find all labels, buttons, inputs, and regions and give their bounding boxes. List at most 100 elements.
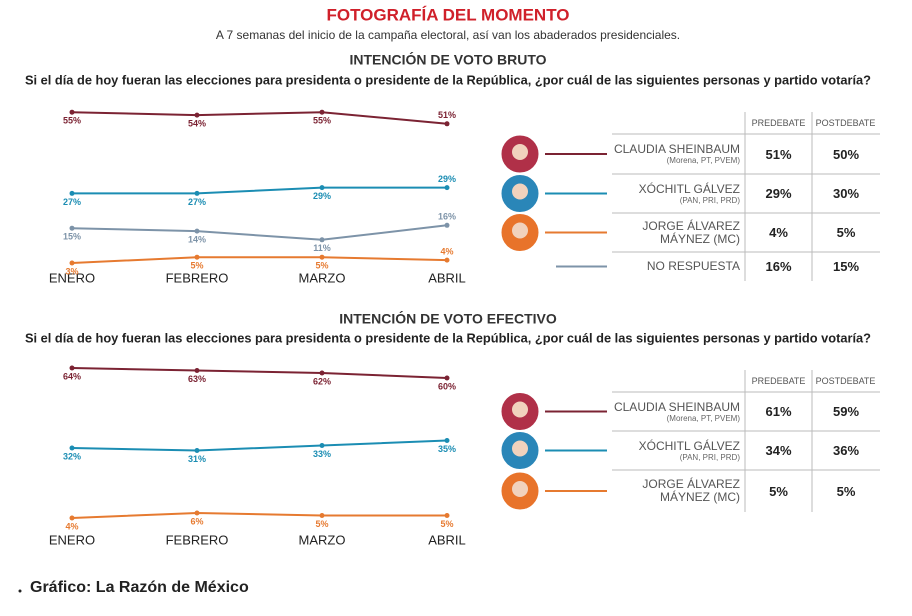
value-label: 16% (438, 212, 456, 222)
chart-title: INTENCIÓN DE VOTO BRUTO (349, 51, 546, 68)
value-label: 3% (65, 266, 78, 276)
series-line (71, 511, 447, 519)
legend-name: NO RESPUESTA (646, 259, 740, 273)
series-line (71, 439, 448, 452)
source: Gráfico: La Razón de México (30, 579, 249, 596)
point (319, 370, 325, 376)
legend-name: XÓCHITL GÁLVEZ (638, 438, 740, 453)
legend-entry: NO RESPUESTA (600, 252, 740, 281)
series-line (71, 224, 448, 241)
predebate-value: 61% (765, 404, 792, 419)
point (319, 443, 325, 448)
legend-name: CLAUDIA SHEINBAUM (613, 142, 740, 156)
x-tick-label: ABRIL (428, 532, 466, 547)
chart-title: INTENCIÓN DE VOTO EFECTIVO (339, 310, 557, 327)
value-label: 5% (315, 519, 328, 529)
party-label: (Morena, PT, PVEM) (666, 413, 740, 423)
postdebate-value: 5% (836, 225, 856, 240)
value-label: 29% (313, 191, 331, 201)
point (194, 190, 200, 196)
value-label: 60% (438, 381, 456, 391)
value-label: 63% (188, 374, 206, 384)
legend-entry: XÓCHITL GÁLVEZ (PAN, PRI, PRD) (600, 174, 740, 213)
point (319, 185, 325, 191)
party-label: (MC) (713, 231, 740, 246)
x-tick-label: ABRIL (428, 270, 466, 285)
legend-entry: XÓCHITL GÁLVEZ (PAN, PRI, PRD) (600, 431, 740, 470)
postdebate-value: 50% (832, 146, 860, 162)
value-label: 27% (188, 197, 206, 207)
postdebate-value: 15% (832, 259, 860, 274)
value-label: 15% (63, 232, 81, 242)
chart-question: Si el día de hoy fueran las elecciones p… (25, 330, 871, 345)
value-label: 55% (313, 116, 331, 126)
legend-text: CLAUDIA SHEINBAUM (Morena, PT, PVEM) (613, 142, 740, 166)
value-label: 33% (313, 449, 331, 459)
legend-text: CLAUDIA SHEINBAUM (Morena, PT, PVEM) (613, 399, 740, 423)
postdebate-value: 5% (836, 483, 856, 499)
point (69, 109, 75, 115)
value-label: 35% (438, 444, 456, 454)
point (69, 365, 75, 371)
point (69, 260, 75, 266)
party-label: (Morena, PT, PVEM) (666, 156, 740, 165)
point (194, 254, 200, 260)
postdebate-value: 30% (832, 186, 860, 201)
point (444, 121, 450, 127)
point (194, 448, 200, 453)
predebate-value: 16% (765, 259, 792, 274)
legend-entry: JORGE ÁLVAREZ MÁYNEZ (MC) (628, 470, 740, 512)
point (194, 510, 200, 516)
value-label: 5% (315, 261, 328, 271)
series-line (72, 186, 447, 195)
column-header: POSTDEBATE (815, 118, 876, 128)
point (444, 513, 450, 518)
legend-name: JORGE ÁLVAREZ MÁYNEZ (642, 477, 740, 504)
legend-entry: CLAUDIA SHEINBAUM (Morena, PT, PVEM) (600, 392, 740, 431)
value-label: 27% (63, 197, 81, 207)
point (319, 237, 325, 243)
series-line (71, 111, 448, 125)
value-label: 31% (188, 454, 206, 464)
postdebate-value: 59% (832, 404, 860, 419)
value-label: 6% (190, 516, 203, 526)
x-tick-label: MARZO (299, 270, 346, 285)
series-line (71, 367, 448, 379)
legend-entry: CLAUDIA SHEINBAUM (Morena, PT, PVEM) (600, 134, 740, 174)
point (444, 438, 450, 443)
predebate-value: 5% (769, 483, 788, 499)
point (319, 109, 325, 115)
legend-entry: JORGE ÁLVAREZ MÁYNEZ (MC) (628, 213, 740, 252)
point (69, 225, 75, 231)
avatar-face (512, 183, 528, 200)
predebate-value: 34% (765, 443, 792, 458)
value-label: 4% (65, 521, 78, 531)
postdebate-value: 36% (832, 443, 860, 458)
point (319, 513, 325, 518)
legend-text: XÓCHITL GÁLVEZ (PAN, PRI, PRD) (638, 438, 740, 462)
x-tick-label: MARZO (299, 532, 346, 547)
value-label: 62% (313, 376, 331, 386)
point (444, 257, 450, 263)
column-header: POSTDEBATE (815, 376, 876, 386)
legend-text: NO RESPUESTA (647, 260, 740, 273)
series-line (71, 256, 448, 264)
value-label: 64% (63, 371, 81, 381)
value-label: 14% (188, 234, 206, 244)
x-tick-label: FEBRERO (166, 270, 229, 285)
legend-text: XÓCHITL GÁLVEZ (PAN, PRI, PRD) (639, 182, 740, 205)
avatar-face (512, 481, 528, 497)
point (69, 445, 75, 451)
x-tick-label: ENERO (49, 270, 95, 285)
avatar-face (512, 144, 528, 160)
value-label: 5% (440, 519, 453, 529)
predebate-value: 51% (765, 146, 792, 162)
point (444, 375, 450, 381)
value-label: 4% (440, 246, 453, 256)
point (69, 515, 75, 521)
legend-name: CLAUDIA SHEINBAUM (613, 399, 740, 414)
legend-name: JORGE ÁLVAREZ MÁYNEZ (642, 218, 740, 246)
value-label: 11% (313, 243, 331, 253)
legend-text: JORGE ÁLVAREZ MÁYNEZ (MC) (628, 218, 740, 246)
